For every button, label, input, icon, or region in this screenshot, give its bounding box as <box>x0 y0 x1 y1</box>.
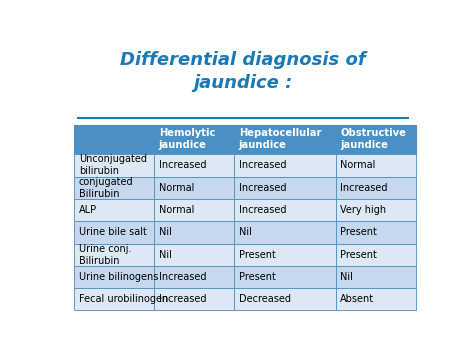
Text: Differential diagnosis of
jaundice :: Differential diagnosis of jaundice : <box>120 51 366 92</box>
Text: Nil: Nil <box>159 250 172 260</box>
Text: Present: Present <box>340 250 377 260</box>
Text: Increased: Increased <box>238 205 286 215</box>
Bar <box>336 244 416 266</box>
Bar <box>74 199 154 221</box>
Bar <box>154 125 234 154</box>
Bar <box>234 199 336 221</box>
Text: Obstructive
jaundice: Obstructive jaundice <box>340 129 406 151</box>
Text: Present: Present <box>340 228 377 237</box>
Text: Urine bilinogens: Urine bilinogens <box>79 272 158 282</box>
Text: conjugated
Bilirubin: conjugated Bilirubin <box>79 177 133 199</box>
Bar <box>234 244 336 266</box>
Bar <box>74 221 154 244</box>
Text: ALP: ALP <box>79 205 97 215</box>
Bar <box>336 154 416 177</box>
Bar <box>234 221 336 244</box>
Bar <box>336 177 416 199</box>
Bar <box>336 221 416 244</box>
Bar <box>154 199 234 221</box>
Text: Increased: Increased <box>238 183 286 193</box>
Text: Hepatocellular
jaundice: Hepatocellular jaundice <box>238 129 321 151</box>
Text: Present: Present <box>238 250 275 260</box>
Bar <box>74 177 154 199</box>
Text: Nil: Nil <box>238 228 252 237</box>
Bar <box>154 244 234 266</box>
Text: Normal: Normal <box>159 205 194 215</box>
Bar <box>154 221 234 244</box>
Bar <box>336 199 416 221</box>
Bar <box>234 266 336 288</box>
Bar <box>154 288 234 311</box>
Text: Increased: Increased <box>238 160 286 170</box>
Text: Increased: Increased <box>159 272 206 282</box>
Text: Normal: Normal <box>340 160 376 170</box>
Text: Normal: Normal <box>159 183 194 193</box>
Text: Unconjugated
bilirubin: Unconjugated bilirubin <box>79 154 147 176</box>
Text: Present: Present <box>238 272 275 282</box>
Bar <box>154 154 234 177</box>
Text: Hemolytic
jaundice: Hemolytic jaundice <box>159 129 215 151</box>
Bar <box>234 154 336 177</box>
Text: Very high: Very high <box>340 205 386 215</box>
Bar <box>154 177 234 199</box>
Text: Nil: Nil <box>340 272 353 282</box>
Bar <box>74 154 154 177</box>
Text: Increased: Increased <box>340 183 388 193</box>
Text: Absent: Absent <box>340 294 374 304</box>
Bar <box>74 244 154 266</box>
Bar <box>336 266 416 288</box>
Bar <box>234 125 336 154</box>
Bar <box>234 177 336 199</box>
Bar <box>336 288 416 311</box>
Bar <box>74 125 154 154</box>
Bar <box>234 288 336 311</box>
Bar <box>336 125 416 154</box>
Bar <box>154 266 234 288</box>
Bar <box>74 266 154 288</box>
Text: Fecal urobilinogen: Fecal urobilinogen <box>79 294 168 304</box>
Text: Decreased: Decreased <box>238 294 291 304</box>
Text: Increased: Increased <box>159 160 206 170</box>
Text: Increased: Increased <box>159 294 206 304</box>
Bar <box>74 288 154 311</box>
Text: Urine bile salt: Urine bile salt <box>79 228 146 237</box>
Text: Urine conj.
Bilirubin: Urine conj. Bilirubin <box>79 244 131 266</box>
Text: Nil: Nil <box>159 228 172 237</box>
